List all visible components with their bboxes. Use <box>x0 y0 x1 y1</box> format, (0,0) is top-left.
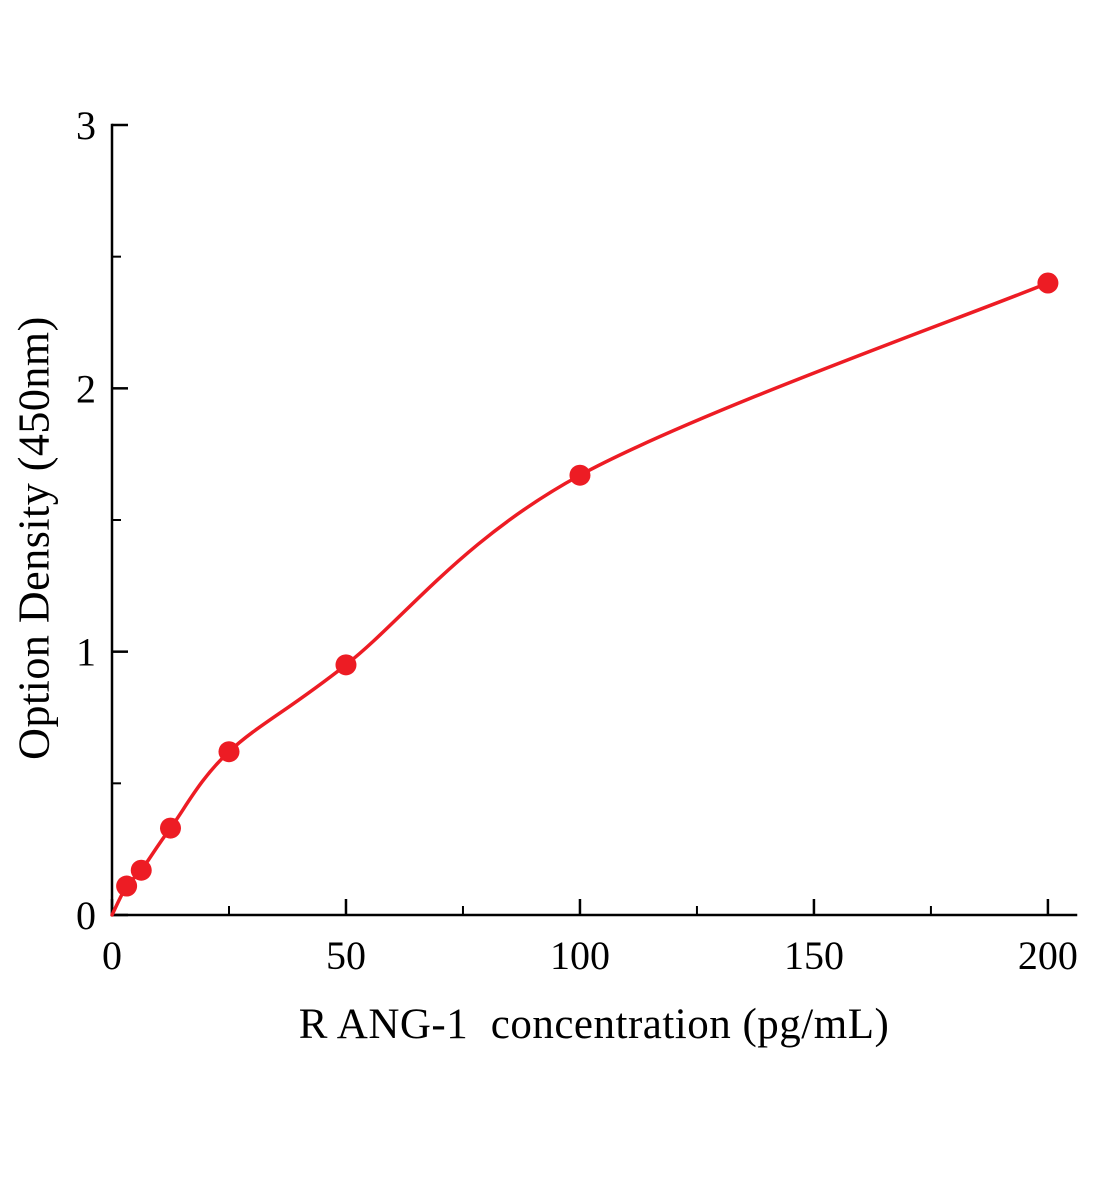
svg-text:0: 0 <box>102 933 122 978</box>
svg-text:0: 0 <box>76 893 96 938</box>
svg-text:200: 200 <box>1018 933 1078 978</box>
svg-text:100: 100 <box>550 933 610 978</box>
x-axis-label: R ANG-1 concentration (pg/mL) <box>298 1001 890 1048</box>
y-axis-label: Option Density (450nm) <box>9 316 59 760</box>
svg-text:50: 50 <box>326 933 366 978</box>
svg-text:3: 3 <box>76 103 96 148</box>
svg-text:2: 2 <box>76 366 96 411</box>
svg-text:150: 150 <box>784 933 844 978</box>
svg-text:1: 1 <box>76 630 96 675</box>
